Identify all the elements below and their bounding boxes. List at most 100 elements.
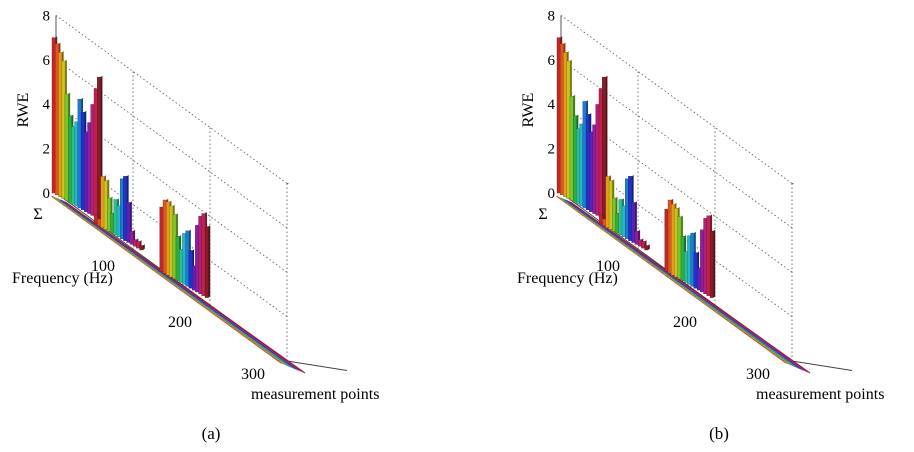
bar	[129, 230, 134, 245]
floor-ribbon	[556, 195, 811, 374]
bar	[556, 37, 561, 194]
bar	[172, 214, 177, 280]
z-tick-label: 8	[548, 8, 556, 24]
bar	[191, 265, 196, 291]
bar	[195, 225, 199, 293]
bar	[582, 101, 587, 209]
bar	[169, 205, 174, 278]
bar	[612, 197, 616, 232]
bar	[680, 236, 685, 281]
bar	[589, 131, 593, 212]
x-tick-label: 100	[91, 258, 115, 275]
bar	[563, 52, 568, 197]
bar	[634, 230, 639, 245]
axis-labels: 0 2 4 6 8 RWE Σ 100 200 300 Frequency (Hz) measurem…	[12, 8, 379, 403]
bar-group-0	[51, 36, 103, 220]
z-axis-label: RWE	[15, 93, 32, 128]
bar	[107, 197, 111, 232]
bar	[94, 214, 98, 224]
bar-side	[142, 244, 145, 250]
bar	[67, 115, 72, 203]
bar	[664, 209, 669, 272]
bar	[667, 199, 672, 274]
bar	[100, 176, 105, 228]
bar	[566, 60, 571, 199]
bar	[608, 180, 613, 230]
bar	[576, 128, 580, 205]
y-axis-label: measurement points	[251, 386, 379, 403]
x-tick-label: 200	[673, 314, 697, 331]
bar-group-0	[556, 36, 608, 220]
bar	[690, 232, 695, 287]
bars	[556, 36, 716, 298]
bar3d-chart-a: 0 2 4 6 8 RWE Σ 100 200 300 Frequency (Hz) measurem…	[12, 8, 379, 403]
bar	[97, 218, 102, 226]
bar-side	[208, 225, 211, 298]
y-axis-label: measurement points	[756, 386, 884, 403]
bar	[90, 104, 95, 216]
bar	[605, 176, 610, 228]
bar	[179, 249, 183, 283]
bar	[700, 229, 704, 293]
bar	[166, 201, 170, 276]
bar	[618, 199, 623, 236]
bar	[103, 180, 108, 230]
bar	[585, 114, 590, 211]
x-axis-label: Frequency (Hz)	[12, 270, 113, 287]
bar	[644, 245, 649, 251]
bar	[703, 218, 708, 295]
bar	[674, 208, 679, 278]
bar	[641, 241, 645, 249]
bar-side	[713, 229, 716, 298]
x-tick-label: Σ	[33, 206, 42, 223]
x-tick-label: Σ	[538, 206, 547, 223]
bar	[631, 202, 636, 243]
floor-ribbon	[51, 195, 306, 374]
bar	[97, 76, 101, 220]
bar	[687, 235, 691, 285]
bar	[175, 236, 180, 281]
bar	[139, 245, 144, 251]
subplot-caption-a: (a)	[201, 424, 221, 443]
axis-labels: 0 2 4 6 8 RWE Σ 100 200 300 Frequency (Hz) measurem…	[517, 8, 884, 403]
bar	[671, 203, 675, 276]
x-tick-label: 300	[241, 366, 265, 383]
bar	[185, 230, 190, 287]
bar	[162, 199, 167, 274]
bar3d-chart-b: 0 2 4 6 8 RWE Σ 100 200 300 Frequency (Hz) measurem…	[517, 8, 884, 403]
z-tick-label: 2	[43, 142, 51, 158]
x-tick-label: 100	[596, 258, 620, 275]
bar	[572, 115, 577, 203]
bar	[159, 206, 164, 272]
bar-group-2	[159, 198, 211, 298]
bar	[621, 205, 626, 238]
bar	[58, 52, 63, 197]
bar	[126, 202, 131, 243]
z-axis-label: RWE	[520, 93, 537, 128]
bar	[136, 241, 140, 249]
subplot-b: 0 2 4 6 8 RWE Σ 100 200 300 Frequency (Hz) measurem…	[457, 0, 914, 452]
subplot-a: 0 2 4 6 8 RWE Σ 100 200 300 Frequency (Hz) measurem…	[12, 8, 379, 443]
x-axis-label: Frequency (Hz)	[517, 270, 618, 287]
bar	[182, 233, 186, 285]
bar	[569, 95, 574, 201]
bar	[602, 76, 606, 220]
z-tick-label: 2	[548, 142, 556, 158]
bar-group-1	[94, 174, 145, 251]
bar	[77, 99, 82, 209]
bar	[615, 212, 620, 234]
bar	[198, 215, 203, 295]
z-tick-label: 6	[548, 53, 556, 69]
bar	[84, 131, 88, 212]
bar	[201, 213, 206, 296]
z-tick-label: 4	[43, 97, 51, 113]
z-tick-label: 4	[548, 97, 556, 113]
bar	[132, 239, 137, 247]
z-tick-label: 0	[548, 186, 556, 202]
bar	[204, 226, 209, 298]
bar-side	[647, 244, 650, 250]
bar	[71, 126, 75, 205]
x-tick-label: 200	[168, 314, 192, 331]
bar	[709, 230, 714, 298]
bar	[693, 252, 698, 289]
